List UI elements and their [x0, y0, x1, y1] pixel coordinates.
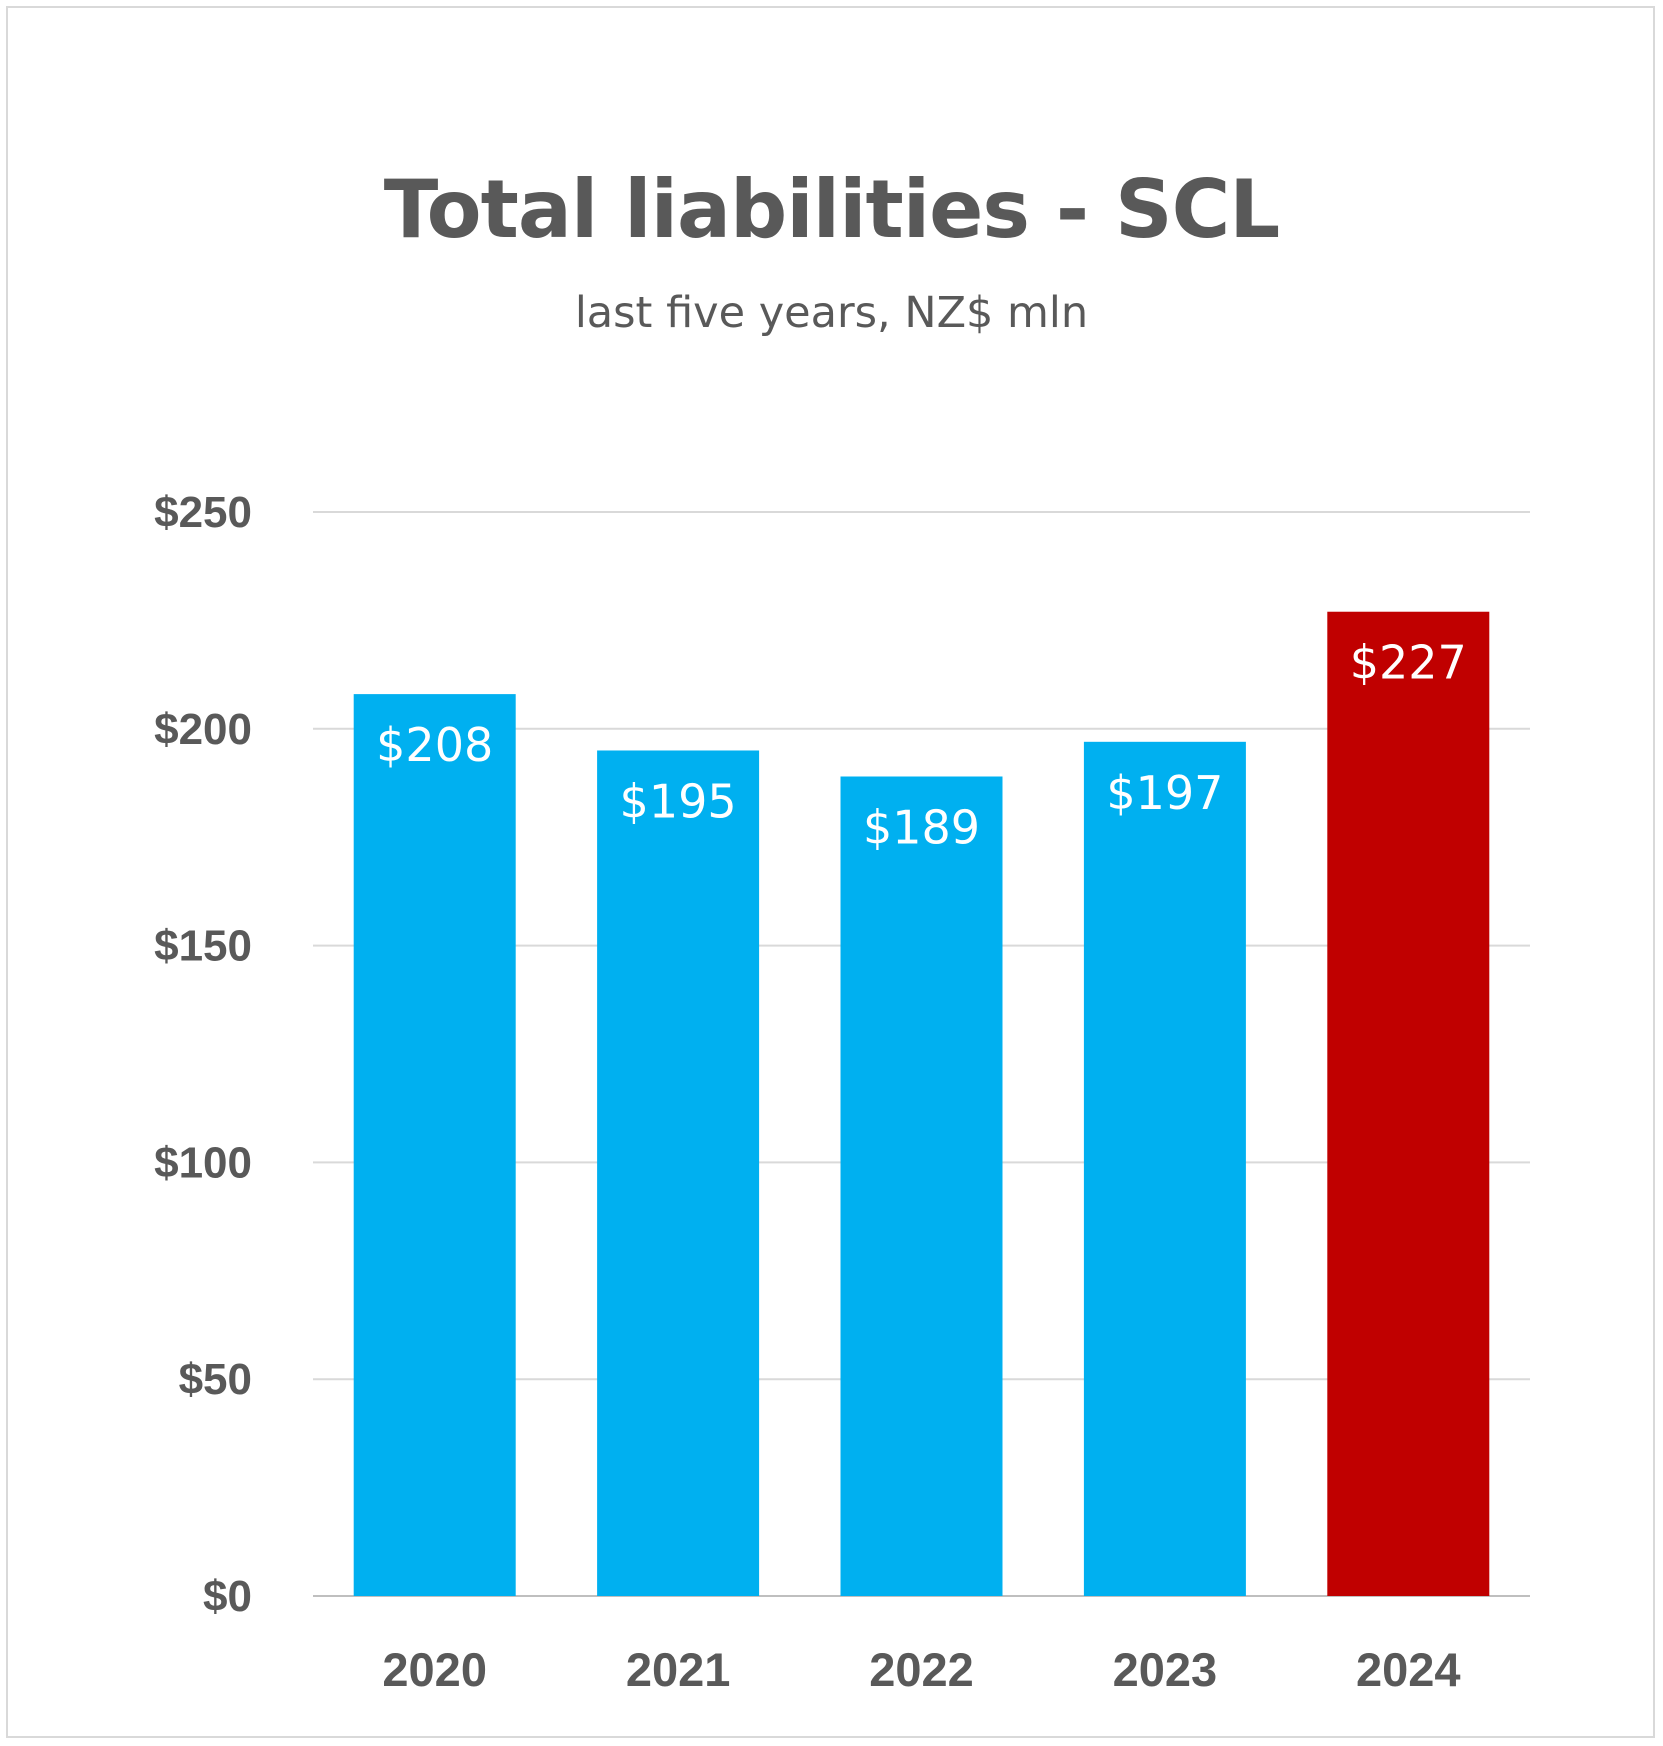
data-label: $208 [376, 718, 493, 772]
x-tick-label: 2024 [1356, 1643, 1461, 1696]
chart-subtitle: last five years, NZ$ mln [574, 288, 1089, 338]
bars [353, 611, 1490, 1596]
x-tick-label: 2020 [382, 1643, 487, 1696]
bar-2023 [1083, 741, 1246, 1596]
data-label: $197 [1106, 766, 1223, 820]
y-tick-label: $150 [154, 922, 252, 971]
y-tick-label: $100 [154, 1138, 252, 1187]
x-tick-label: 2023 [1113, 1643, 1218, 1696]
y-tick-label: $250 [154, 488, 252, 537]
chart-title: Total liabilities - SCL [383, 163, 1281, 256]
y-tick-label: $200 [154, 705, 252, 754]
data-label: $227 [1350, 636, 1467, 690]
data-label: $189 [863, 800, 980, 854]
bar-2024 [1327, 611, 1490, 1596]
x-tick-label: 2021 [626, 1643, 731, 1696]
bar-2021 [597, 750, 760, 1596]
data-labels: $208 $195 $189 $197 $227 [376, 636, 1467, 855]
y-axis: $0 $50 $100 $150 $200 $250 [154, 488, 252, 1621]
bar-2020 [353, 694, 516, 1596]
y-tick-label: $0 [203, 1572, 252, 1621]
y-tick-label: $50 [179, 1355, 252, 1404]
data-label: $195 [620, 774, 737, 828]
bar-2022 [840, 776, 1003, 1596]
x-tick-label: 2022 [869, 1643, 974, 1696]
x-axis: 2020 2021 2022 2023 2024 [382, 1643, 1460, 1696]
